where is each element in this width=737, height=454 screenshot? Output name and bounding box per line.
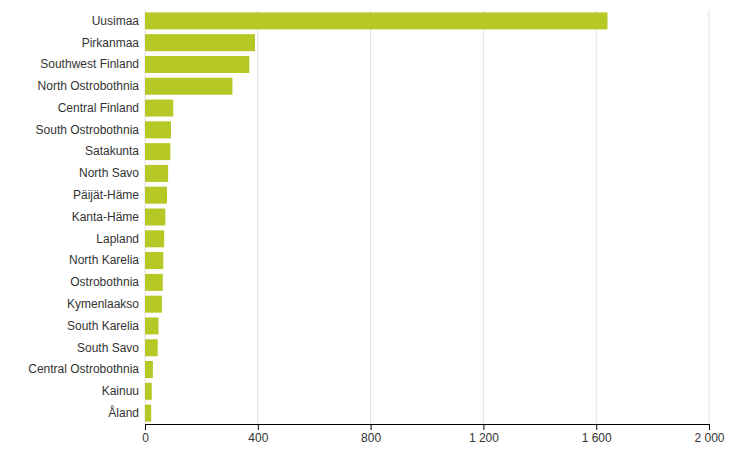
bar (145, 100, 173, 117)
tick-label: Kymenlaakso (67, 297, 139, 311)
tick: North Ostrobothnia (38, 79, 140, 93)
bar (145, 34, 255, 51)
tick-label: South Ostrobothnia (36, 123, 140, 137)
tick: Satakunta (85, 144, 139, 158)
tick-label: Kanta-Häme (72, 210, 140, 224)
bar (145, 56, 249, 73)
axis-line (146, 425, 710, 431)
bar (145, 187, 167, 204)
tick-label: North Savo (79, 166, 139, 180)
tick-label: Satakunta (85, 144, 139, 158)
bar (145, 383, 152, 400)
tick: South Ostrobothnia (36, 123, 140, 137)
bar (145, 143, 170, 160)
tick: Pirkanmaa (82, 36, 140, 50)
grid-line (709, 10, 710, 424)
bar (145, 230, 164, 247)
tick-mark (371, 424, 372, 430)
tick-label: Åland (108, 405, 139, 420)
tick-label: Pirkanmaa (82, 36, 140, 50)
tick: South Karelia (67, 319, 139, 333)
tick-label: North Karelia (69, 253, 139, 267)
category-axis: Uusimaa Pirkanmaa Southwest Finland North O… (28, 14, 139, 420)
tick: Lapland (96, 232, 139, 246)
tick-label: 1 200 (469, 431, 499, 445)
tick-label: Uusimaa (92, 14, 140, 28)
value-axis: 0 400 800 1 200 1 600 2 000 (142, 424, 725, 445)
tick-label: South Savo (77, 341, 139, 355)
bars (145, 12, 607, 421)
tick-label: 400 (248, 431, 268, 445)
tick-label: Lapland (96, 232, 139, 246)
tick: Kanta-Häme (72, 210, 140, 224)
tick: Central Ostrobothnia (28, 362, 139, 376)
grid-line (257, 10, 258, 424)
tick: Ostrobothnia (70, 275, 139, 289)
plot: 0 400 800 1 200 1 600 2 000 Uusimaa Pirkanmaa So… (28, 10, 725, 445)
tick: Päijät-Häme (73, 188, 139, 202)
bar (145, 405, 151, 422)
tick-label: Ostrobothnia (70, 275, 139, 289)
tick-label: 2 000 (694, 431, 724, 445)
tick: North Karelia (69, 253, 139, 267)
grid-line (596, 10, 597, 424)
grid (145, 10, 709, 424)
tick: South Savo (77, 341, 139, 355)
bar (145, 361, 153, 378)
tick-label: Päijät-Häme (73, 188, 139, 202)
tick-mark (709, 424, 710, 430)
bar (145, 12, 607, 29)
bar (145, 296, 162, 313)
bar (145, 317, 159, 334)
tick-mark (483, 424, 484, 430)
tick-label: 0 (142, 431, 149, 445)
tick: 800 (361, 424, 381, 445)
tick: 400 (248, 424, 268, 445)
bar (145, 339, 158, 356)
tick-mark (258, 424, 259, 430)
tick: Southwest Finland (40, 57, 139, 71)
tick: 2 000 (694, 424, 724, 445)
tick-label: North Ostrobothnia (38, 79, 140, 93)
bar (145, 274, 163, 291)
bar (145, 252, 163, 269)
tick: 1 600 (582, 424, 612, 445)
grid-line (483, 10, 484, 424)
chart: 0 400 800 1 200 1 600 2 000 Uusimaa Pirkanmaa So… (0, 0, 737, 454)
tick: North Savo (79, 166, 139, 180)
tick-label: 800 (361, 431, 381, 445)
tick: Kainuu (102, 384, 139, 398)
tick: Åland (108, 405, 139, 420)
tick-label: 1 600 (582, 431, 612, 445)
grid-line (370, 10, 371, 424)
tick: Uusimaa (92, 14, 140, 28)
tick-mark (145, 424, 146, 430)
tick-label: Kainuu (102, 384, 139, 398)
tick-label: South Karelia (67, 319, 139, 333)
tick-label: Central Ostrobothnia (28, 362, 139, 376)
tick: 1 200 (469, 424, 499, 445)
tick-label: Central Finland (58, 101, 139, 115)
tick: 0 (142, 424, 149, 445)
tick: Central Finland (58, 101, 139, 115)
tick-label: Southwest Finland (40, 57, 139, 71)
bar (145, 121, 171, 138)
bar (145, 78, 232, 95)
tick-mark (596, 424, 597, 430)
bar (145, 165, 168, 182)
tick: Kymenlaakso (67, 297, 139, 311)
bar (145, 209, 165, 226)
